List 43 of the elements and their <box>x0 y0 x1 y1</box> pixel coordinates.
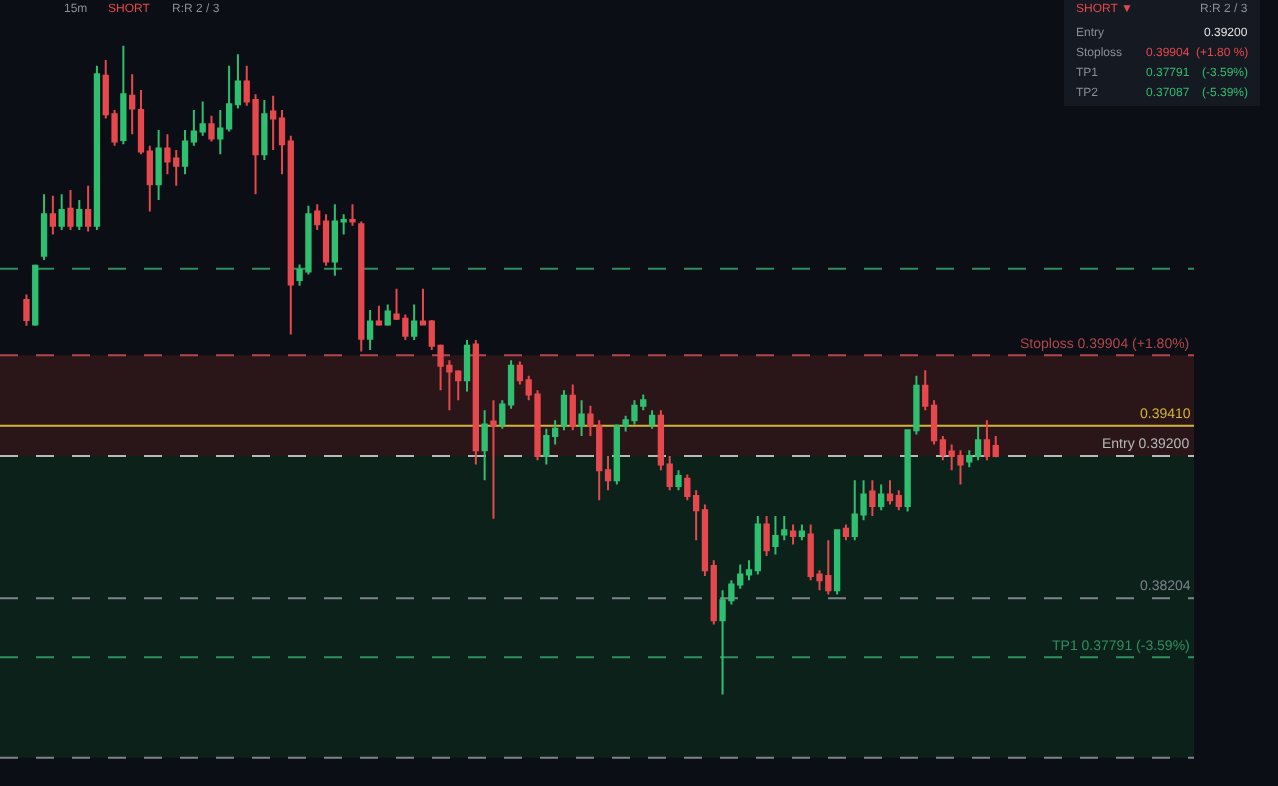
candlestick <box>490 399 497 520</box>
candlestick <box>23 293 30 327</box>
candlestick <box>789 523 797 546</box>
candlestick <box>754 514 761 576</box>
candlestick <box>120 44 127 146</box>
candlestick <box>208 114 215 143</box>
candlestick <box>155 129 162 202</box>
candlestick <box>261 99 268 162</box>
candlestick <box>349 203 356 227</box>
candlestick <box>375 304 383 327</box>
candlestick <box>648 409 656 430</box>
candlestick <box>869 479 876 517</box>
candlestick <box>472 339 479 466</box>
candlestick <box>384 303 391 327</box>
candlestick <box>957 449 964 486</box>
candlestick <box>798 523 806 542</box>
candlestick <box>32 263 39 327</box>
candlestick <box>358 220 365 353</box>
candlestick <box>842 523 850 542</box>
candlestick <box>569 383 576 432</box>
candlestick <box>366 309 374 352</box>
candlestick <box>58 193 65 232</box>
candlestick <box>763 514 770 557</box>
candlestick <box>675 469 682 492</box>
candlestick <box>49 194 57 236</box>
candlestick <box>84 184 92 233</box>
candlestick <box>463 339 471 393</box>
candlestick <box>974 424 982 462</box>
candlestick <box>772 514 779 556</box>
candlestick <box>67 189 74 232</box>
candlestick <box>93 64 101 232</box>
candlestick <box>886 479 894 506</box>
candlestick <box>983 419 991 462</box>
candlestick <box>833 529 841 596</box>
candlestick <box>781 514 788 542</box>
candlestick <box>40 193 48 262</box>
candlestick <box>481 409 488 482</box>
candlestick <box>543 427 550 466</box>
candlestick <box>560 389 568 432</box>
candlestick <box>76 199 83 232</box>
candlestick <box>578 399 585 437</box>
candlestick <box>878 483 885 512</box>
candlestick <box>411 303 418 342</box>
